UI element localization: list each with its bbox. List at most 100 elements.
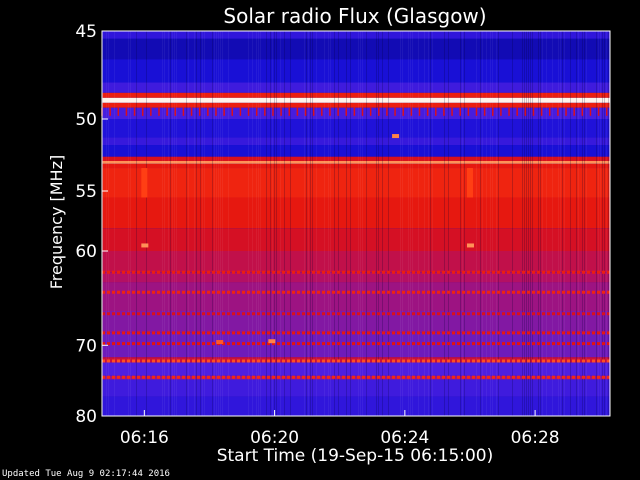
noise-column xyxy=(194,31,195,416)
noise-column xyxy=(578,31,579,416)
x-tick-label: 06:28 xyxy=(511,428,560,448)
noise-column xyxy=(130,31,131,416)
noise-column xyxy=(498,31,499,416)
noise-column xyxy=(552,31,553,416)
noise-column xyxy=(562,31,563,416)
x-tick-label: 06:16 xyxy=(120,428,169,448)
noise-column xyxy=(608,31,609,416)
noise-column xyxy=(564,31,565,416)
noise-column xyxy=(496,31,497,416)
x-axis: 06:16 06:20 06:24 06:28 xyxy=(120,410,560,448)
updated-timestamp: Updated Tue Aug 9 02:17:44 2016 xyxy=(2,469,170,479)
y-tick-label: 80 xyxy=(75,407,97,427)
band-23 xyxy=(102,362,610,376)
noise-column xyxy=(558,31,559,416)
noise-column xyxy=(366,31,367,416)
noise-column xyxy=(216,31,217,416)
noise-column xyxy=(310,31,311,416)
noise-column xyxy=(312,31,313,416)
band-14 xyxy=(102,168,610,198)
noise-column xyxy=(492,31,493,416)
band-10 xyxy=(102,145,610,157)
noise-column xyxy=(400,31,401,416)
noise-column xyxy=(464,31,465,416)
noise-column xyxy=(274,31,275,416)
noise-column xyxy=(528,31,529,416)
noise-column xyxy=(360,31,361,416)
noise-column xyxy=(266,31,267,416)
noise-column xyxy=(248,31,249,416)
noise-column xyxy=(128,31,129,416)
noise-column xyxy=(328,31,329,416)
noise-texture xyxy=(102,31,609,416)
noise-column xyxy=(324,31,325,416)
noise-column xyxy=(146,31,147,416)
noise-column xyxy=(600,31,601,416)
noise-column xyxy=(480,31,481,416)
noise-column xyxy=(490,31,491,416)
noise-column xyxy=(444,31,445,416)
noise-column xyxy=(540,31,541,416)
noise-column xyxy=(170,31,171,416)
noise-column xyxy=(306,31,307,416)
spike-0 xyxy=(141,243,149,248)
noise-column xyxy=(408,31,409,416)
band-1 xyxy=(102,38,610,60)
noise-column xyxy=(602,31,603,416)
band-15 xyxy=(102,197,610,229)
y-tick-label: 45 xyxy=(75,22,97,42)
noise-column xyxy=(606,31,607,416)
noise-column xyxy=(200,31,201,416)
noise-column xyxy=(218,31,219,416)
noise-column xyxy=(512,31,513,416)
x-tick-label: 06:24 xyxy=(380,428,429,448)
noise-column xyxy=(522,31,523,416)
noise-column xyxy=(114,31,115,416)
noise-column xyxy=(168,31,169,416)
noise-column xyxy=(584,31,585,416)
band-11 xyxy=(102,156,610,161)
noise-column xyxy=(316,31,317,416)
band-26 xyxy=(102,396,610,416)
noise-column xyxy=(164,31,165,416)
noise-column xyxy=(530,31,531,416)
noise-column xyxy=(570,31,571,416)
interference-column-1 xyxy=(466,168,473,198)
noise-column xyxy=(542,31,543,416)
noise-column xyxy=(228,31,229,416)
noise-column xyxy=(582,31,583,416)
chart-title: Solar radio Flux (Glasgow) xyxy=(223,4,486,28)
noise-column xyxy=(560,31,561,416)
noise-column xyxy=(476,31,477,416)
noise-column xyxy=(284,31,285,416)
noise-column xyxy=(362,31,363,416)
noise-column xyxy=(428,31,429,416)
noise-column xyxy=(162,31,163,416)
band-9 xyxy=(102,137,610,146)
noise-column xyxy=(382,31,383,416)
noise-column xyxy=(576,31,577,416)
band-12 xyxy=(102,161,610,164)
noise-column xyxy=(222,31,223,416)
spike-1 xyxy=(466,243,474,248)
noise-column xyxy=(598,31,599,416)
band-17 xyxy=(102,251,610,273)
noise-column xyxy=(432,31,433,416)
noise-column xyxy=(334,31,335,416)
noise-column xyxy=(460,31,461,416)
noise-column xyxy=(524,31,525,416)
noise-column xyxy=(330,31,331,416)
noise-column xyxy=(358,31,359,416)
noise-column xyxy=(412,31,413,416)
noise-column xyxy=(290,31,291,416)
y-tick-label: 50 xyxy=(75,110,97,130)
spike-4 xyxy=(216,340,224,345)
x-tick-label: 06:20 xyxy=(250,428,299,448)
noise-column xyxy=(272,31,273,416)
noise-column xyxy=(308,31,309,416)
band-2 xyxy=(102,59,610,83)
noise-column xyxy=(388,31,389,416)
noise-column xyxy=(424,31,425,416)
noise-column xyxy=(260,31,261,416)
noise-column xyxy=(402,31,403,416)
